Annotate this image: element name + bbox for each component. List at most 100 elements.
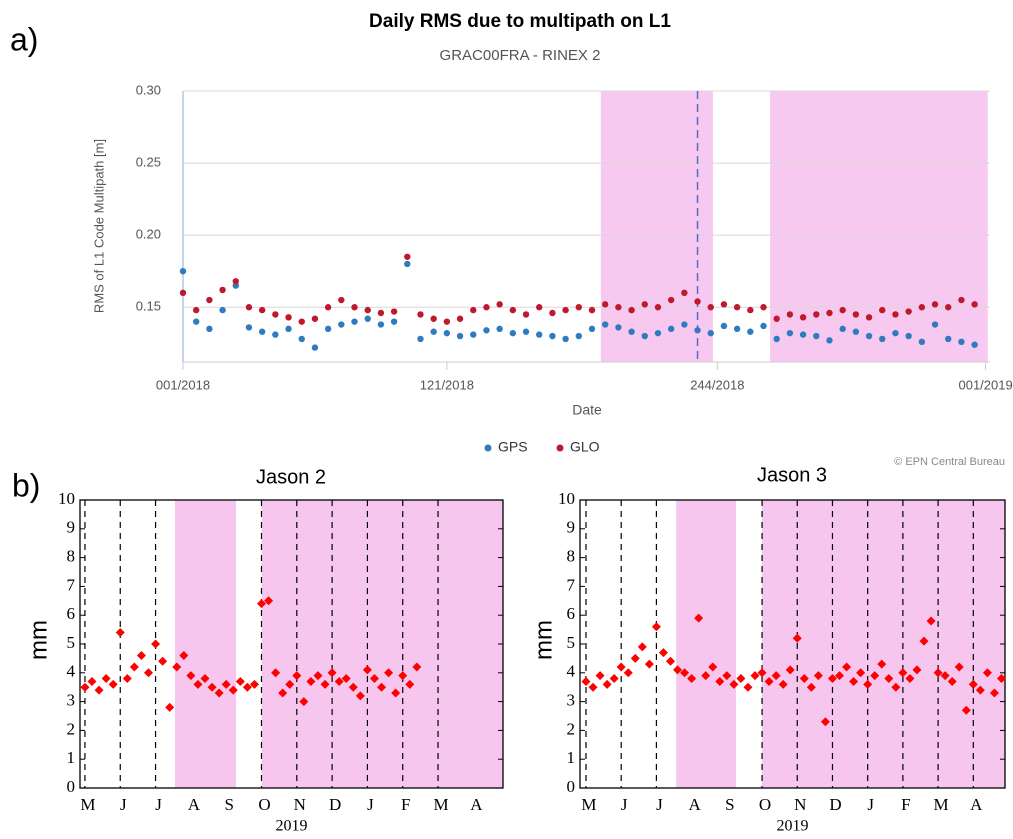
data-point xyxy=(747,306,754,314)
data-point xyxy=(786,311,794,318)
data-point xyxy=(122,674,132,684)
data-point xyxy=(975,685,985,695)
data-point xyxy=(792,633,802,643)
y-tick-label: 5 xyxy=(67,633,76,652)
data-point xyxy=(644,659,654,669)
data-point xyxy=(654,329,662,337)
data-point xyxy=(694,613,704,623)
legend-marker xyxy=(556,444,564,452)
data-point xyxy=(680,668,690,678)
data-point xyxy=(496,301,503,308)
data-point xyxy=(654,304,662,311)
shaded-range xyxy=(676,500,736,788)
data-point xyxy=(720,301,728,308)
data-point xyxy=(820,717,830,727)
data-point xyxy=(722,671,732,681)
data-point xyxy=(179,289,187,297)
data-point xyxy=(658,648,668,658)
x-tick-label: N xyxy=(294,795,306,814)
panel-label: b) xyxy=(12,467,40,503)
data-point xyxy=(892,311,899,318)
data-point xyxy=(313,671,323,681)
x-tick-label: M xyxy=(80,795,95,814)
data-point xyxy=(849,676,859,686)
data-point xyxy=(615,324,622,331)
shaded-range xyxy=(770,91,988,362)
data-point xyxy=(602,679,612,689)
data-point xyxy=(192,306,200,314)
data-point xyxy=(242,682,252,692)
y-tick-label: 0.20 xyxy=(136,227,161,242)
x-tick-label: O xyxy=(759,795,771,814)
y-axis-label: mm xyxy=(530,620,557,660)
y-tick-label: 0.15 xyxy=(136,299,161,314)
data-point xyxy=(826,337,833,344)
data-point xyxy=(958,296,965,304)
data-point xyxy=(667,325,675,333)
data-point xyxy=(813,332,820,340)
data-point xyxy=(865,332,873,340)
data-point xyxy=(694,327,701,334)
data-point xyxy=(129,662,139,672)
data-point xyxy=(324,304,332,311)
data-point xyxy=(958,338,965,346)
y-tick-label: 8 xyxy=(67,547,76,566)
data-point xyxy=(641,332,648,340)
x-tick-label: J xyxy=(867,795,874,814)
data-point xyxy=(884,674,894,684)
x-tick-label: D xyxy=(829,795,841,814)
plot-frame xyxy=(79,499,504,789)
y-tick-label: 7 xyxy=(567,575,576,594)
data-point xyxy=(989,688,999,698)
x-tick-label: 001/2019 xyxy=(958,377,1012,392)
y-tick-label: 1 xyxy=(67,748,76,767)
data-point xyxy=(961,705,971,715)
data-point xyxy=(799,314,807,321)
data-point xyxy=(785,665,795,675)
data-point xyxy=(968,679,978,689)
data-point xyxy=(172,662,182,672)
data-point xyxy=(681,321,688,328)
data-point xyxy=(673,665,683,675)
data-point xyxy=(665,656,675,666)
data-point xyxy=(720,322,728,330)
y-tick-label: 5 xyxy=(567,633,576,652)
data-point xyxy=(412,662,422,672)
shaded-range xyxy=(174,500,237,788)
data-point xyxy=(362,665,372,675)
data-point xyxy=(940,671,950,681)
data-point xyxy=(417,335,424,343)
data-point xyxy=(971,341,978,348)
data-point xyxy=(856,668,866,678)
data-point xyxy=(143,668,153,678)
data-point xyxy=(879,335,886,343)
x-tick-label: S xyxy=(725,795,734,814)
data-point xyxy=(852,328,860,335)
data-point xyxy=(207,682,217,692)
data-point xyxy=(575,332,583,340)
data-point xyxy=(827,674,837,684)
data-point xyxy=(384,668,394,678)
legend-label: GLO xyxy=(570,439,600,455)
y-tick-label: 9 xyxy=(67,518,76,537)
data-point xyxy=(852,311,860,318)
data-point xyxy=(681,289,688,297)
credit: © EPN Central Bureau xyxy=(894,456,1005,468)
data-point xyxy=(892,329,899,337)
data-point xyxy=(879,306,886,314)
data-point xyxy=(778,679,788,689)
x-axis-label: Date xyxy=(572,402,602,418)
data-point xyxy=(245,324,253,331)
y-tick-label: 7 xyxy=(67,575,76,594)
data-point xyxy=(615,304,622,311)
data-point xyxy=(80,682,90,692)
data-point xyxy=(298,335,305,343)
data-point xyxy=(786,329,794,337)
data-point xyxy=(443,318,451,325)
data-point xyxy=(799,674,809,684)
x-tick-label: J xyxy=(656,795,663,814)
y-tick-label: 4 xyxy=(67,662,76,681)
data-point xyxy=(272,311,279,318)
y-axis-label: RMS of L1 Code Multipath [m] xyxy=(91,139,106,313)
